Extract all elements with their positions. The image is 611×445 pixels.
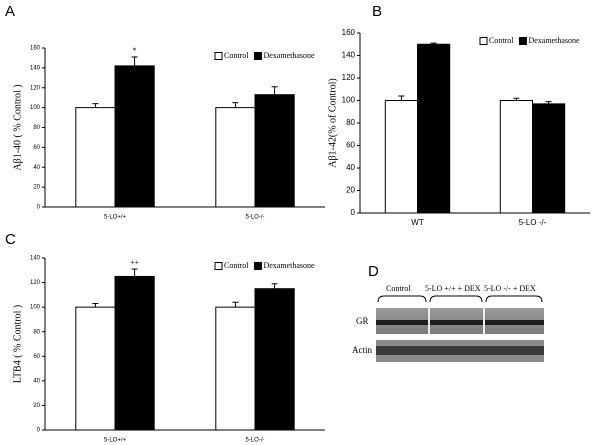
y-axis-label: Aβ1-40 ( % Control ) [12, 84, 23, 170]
panel-letter: B [372, 3, 382, 20]
panel-letter: C [5, 231, 16, 248]
blot-row-label: GR [356, 316, 369, 326]
blot-column-label: 5-LO +/+ + DEX [425, 284, 481, 293]
y-tick-label: 120 [30, 280, 41, 286]
bar [75, 107, 116, 208]
bracket [485, 295, 543, 303]
y-tick-label: 80 [346, 118, 355, 127]
legend-label: Dexamethasone [263, 51, 315, 60]
y-tick-label: 140 [30, 256, 41, 262]
bar [254, 288, 295, 431]
y-tick-label: 140 [30, 65, 41, 71]
bracket [377, 295, 427, 303]
legend-swatch [214, 52, 223, 60]
bar [75, 306, 116, 431]
y-axis-label: Aβ1-42(% of Control) [327, 78, 338, 168]
bar [254, 94, 295, 208]
y-tick-label: 0 [351, 208, 356, 217]
panel-letter: D [368, 263, 379, 280]
y-tick-label: 140 [342, 51, 356, 60]
x-tick-label: 5-LO -/- [519, 218, 547, 227]
legend-swatch [253, 52, 262, 60]
y-tick-label: 20 [346, 186, 355, 195]
bar [417, 43, 451, 214]
y-tick-label: 60 [33, 145, 40, 151]
blot-row-label: Actin [352, 345, 372, 355]
legend-swatch [253, 262, 262, 270]
legend-swatch [214, 262, 223, 270]
legend-label: Dexamethasone [263, 261, 315, 270]
bracket [429, 295, 483, 303]
legend-swatch [518, 37, 527, 45]
blot-panel: D Control 5-LO +/+ + DEX 5-LO -/- + DEX … [352, 263, 544, 362]
y-tick-label: 160 [342, 28, 356, 37]
bar [499, 100, 533, 214]
bar [215, 107, 256, 208]
bar [384, 100, 418, 214]
bar [114, 275, 155, 431]
y-tick-label: 40 [346, 163, 355, 172]
y-tick-label: 100 [342, 96, 356, 105]
blot-band [376, 346, 544, 355]
blot-column-label: Control [386, 284, 411, 293]
bar [114, 65, 155, 208]
x-tick-label: WT [411, 218, 424, 227]
y-tick-label: 80 [33, 125, 40, 131]
y-tick-label: 120 [342, 73, 356, 82]
x-tick-label: 5-LO-/- [245, 438, 264, 444]
y-tick-label: 0 [37, 205, 41, 211]
bar [532, 103, 566, 214]
y-tick-label: 20 [33, 403, 40, 409]
x-tick-label: 5-LO+/+ [104, 438, 127, 444]
annotation: * [133, 46, 137, 55]
annotation: ++ [130, 258, 140, 267]
blot-column-label: 5-LO -/- + DEX [484, 284, 536, 293]
x-tick-label: 5-LO-/- [245, 215, 264, 221]
legend-label: Control [489, 36, 514, 45]
legend-label: Control [224, 261, 249, 270]
y-tick-label: 100 [30, 305, 41, 311]
legend-label: Control [224, 51, 249, 60]
y-tick-label: 40 [33, 378, 40, 384]
y-tick-label: 160 [30, 46, 41, 52]
y-tick-label: 100 [30, 105, 41, 111]
blot-band [376, 320, 544, 325]
y-tick-label: 20 [33, 185, 40, 191]
x-tick-label: 5-LO+/+ [104, 215, 127, 221]
y-tick-label: 120 [30, 85, 41, 91]
y-tick-label: 60 [33, 354, 40, 360]
panel-letter: A [5, 3, 15, 20]
bar [215, 306, 256, 431]
legend-swatch [479, 37, 488, 45]
y-axis-label: LTB4 ( % Control ) [12, 305, 23, 384]
y-tick-label: 40 [33, 165, 40, 171]
y-tick-label: 60 [346, 141, 355, 150]
legend-label: Dexamethasone [528, 36, 580, 45]
y-tick-label: 80 [33, 329, 40, 335]
y-tick-label: 0 [37, 428, 41, 434]
